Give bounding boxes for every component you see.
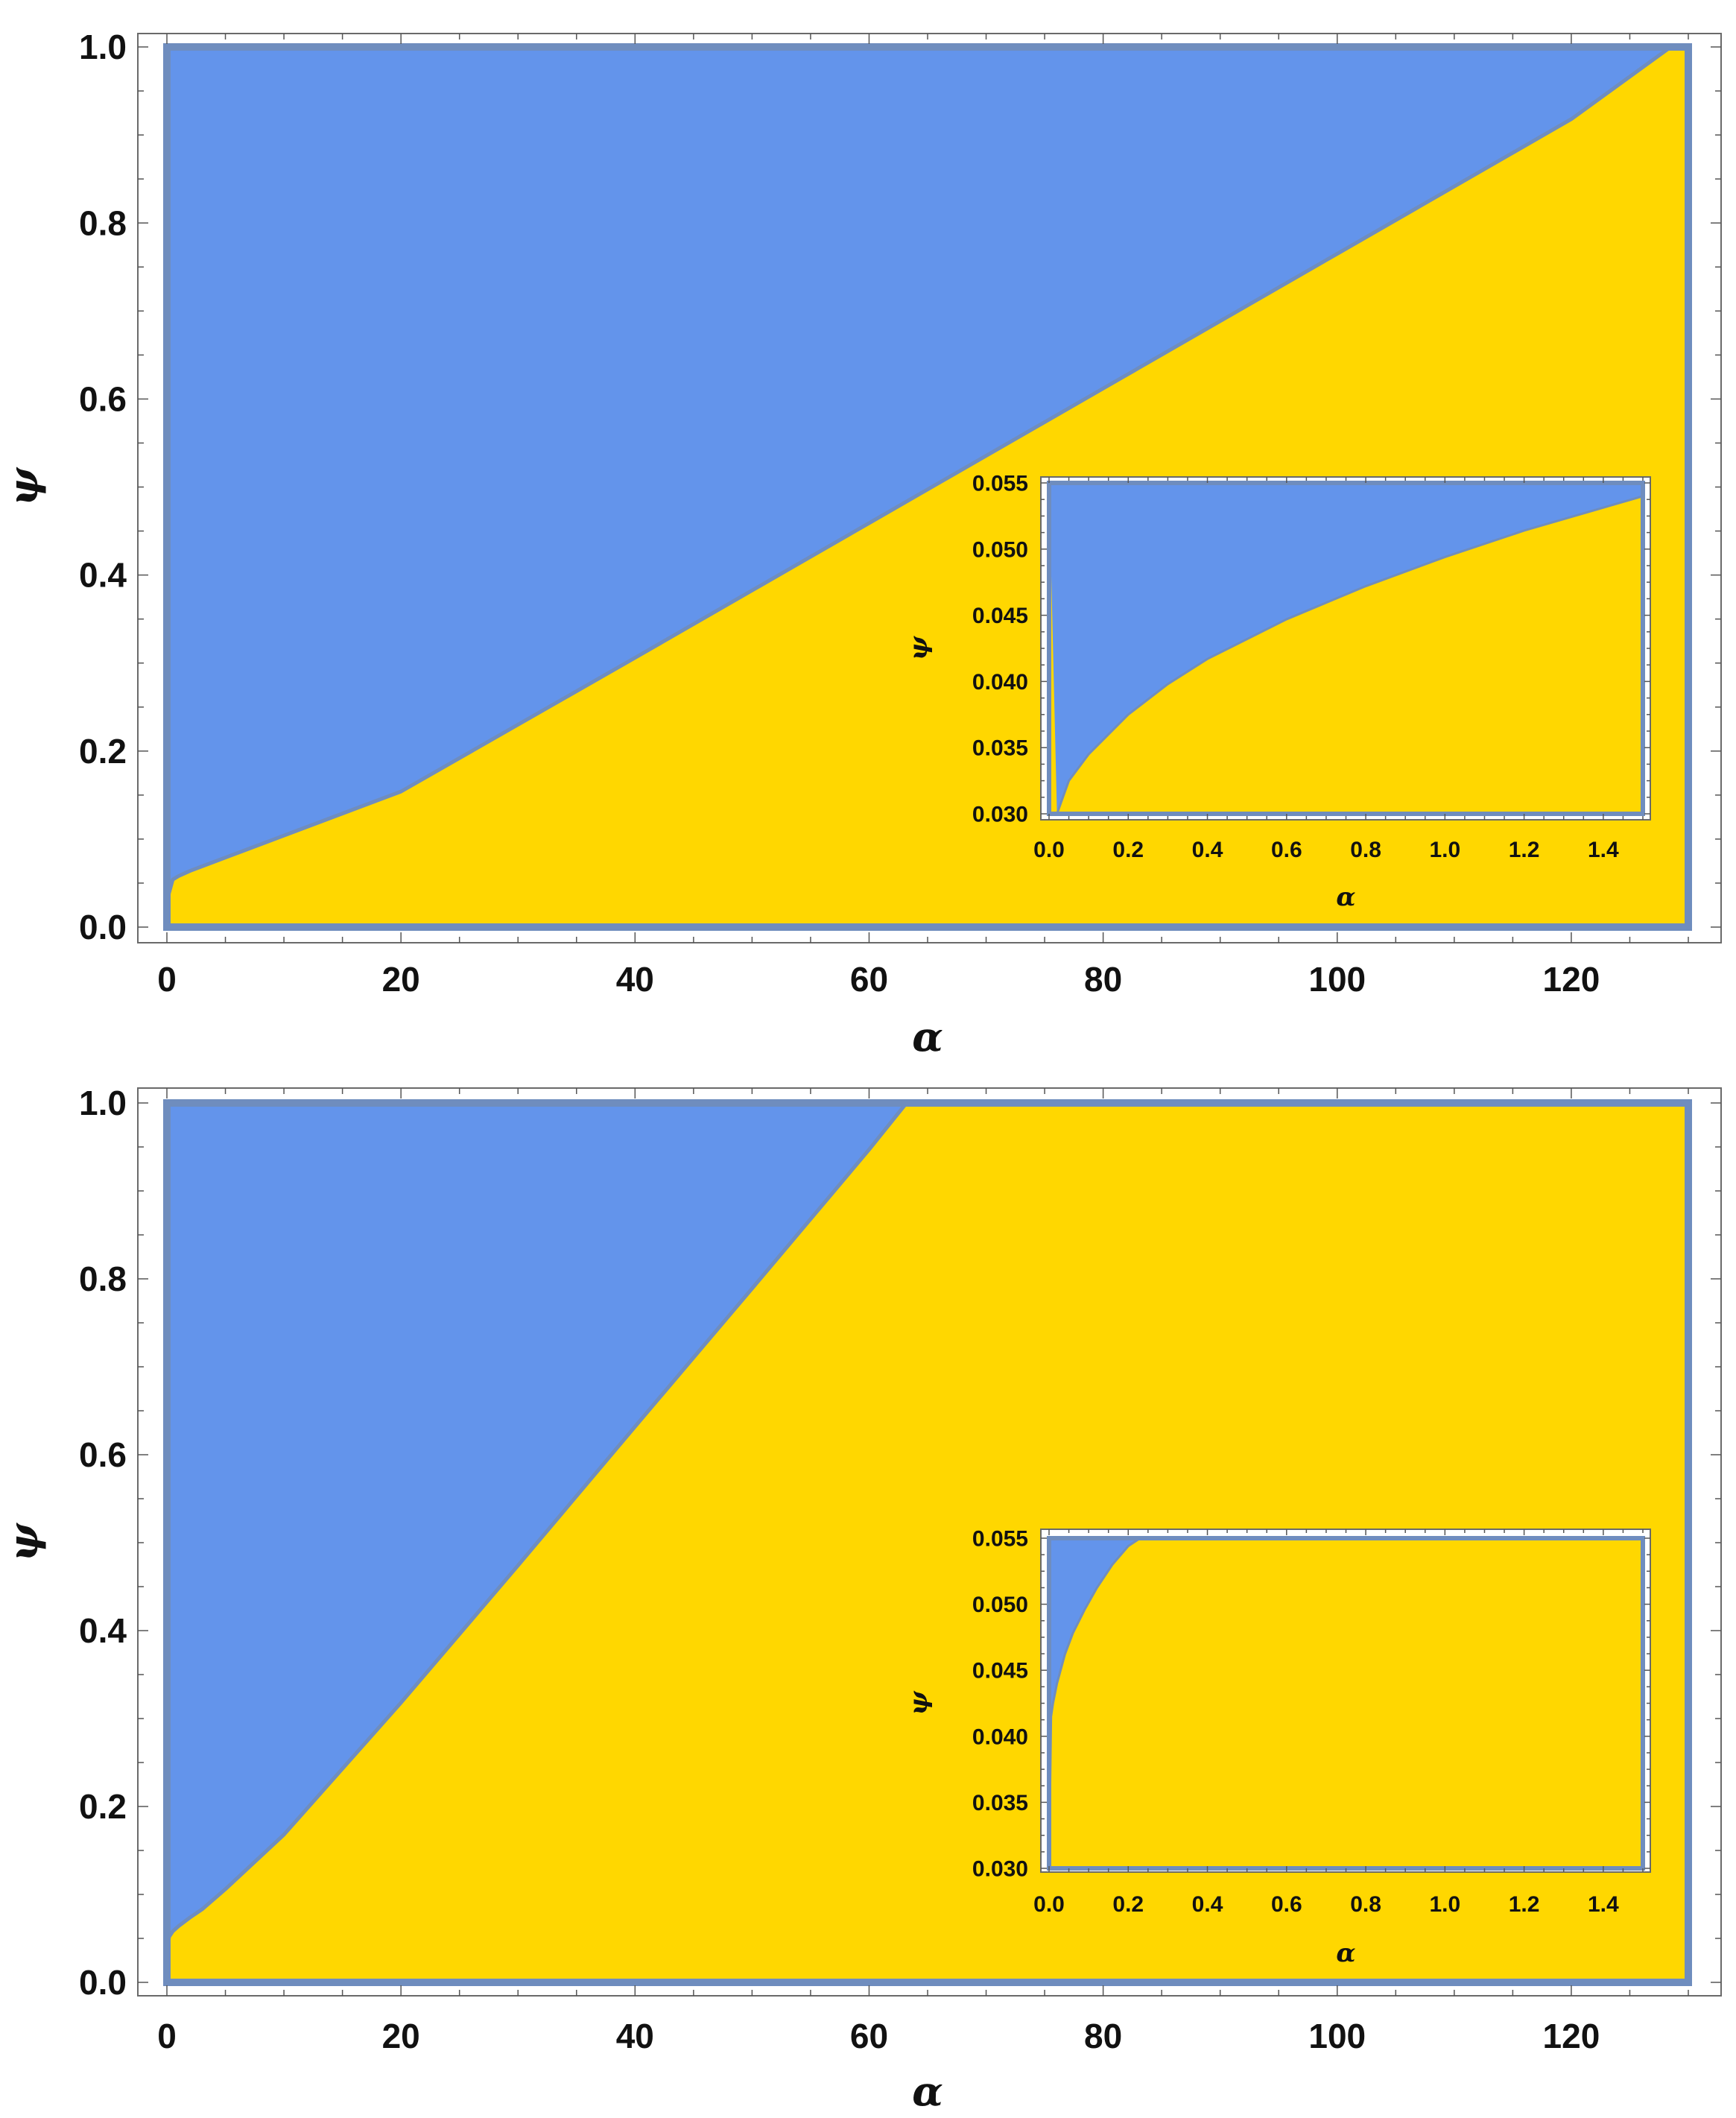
y-tick-label: 0.040 [972, 1725, 1028, 1749]
boundary-curve [165, 1101, 908, 1948]
x-tick-label: 0.4 [1192, 838, 1223, 862]
y-tick-label: 0.045 [972, 1659, 1028, 1684]
x-tick-label: 60 [850, 2017, 888, 2055]
x-tick-label: 0.8 [1350, 838, 1381, 862]
y-tick-label: 0.030 [972, 1857, 1028, 1882]
region-border [1047, 481, 1645, 816]
region-above-boundary [1049, 1538, 1141, 1868]
x-tick-label: 120 [1543, 960, 1600, 999]
x-tick-label: 20 [382, 2017, 420, 2055]
x-tick-label: 0.4 [1192, 1892, 1223, 1917]
x-tick-label: 0 [157, 2017, 177, 2055]
top-inset-chart: 0.0 0.2 0.4 0.6 0.8 1.0 1.2 1.4 0.030 0.035 0.040 0… [904, 472, 1651, 912]
x-tick-label: 1.4 [1588, 1892, 1619, 1917]
y-axis-label: ψ [904, 636, 934, 660]
region-above-boundary [167, 47, 1671, 901]
y-tick-label: 0.8 [79, 1259, 127, 1298]
x-tick-label: 0.2 [1112, 838, 1144, 862]
bottom-inset-chart: 0.0 0.2 0.4 0.6 0.8 1.0 1.2 1.4 0.030 0.035 0.040 0… [904, 1527, 1651, 1968]
y-tick-label: 0.8 [79, 203, 127, 242]
y-axis-label: ψ [0, 467, 47, 506]
x-tick-label: 100 [1308, 960, 1366, 999]
x-tick-label: 60 [850, 960, 888, 999]
y-tick-label: 0.035 [972, 1791, 1028, 1815]
x-tick-label: 40 [616, 960, 654, 999]
y-axis-label: ψ [904, 1691, 934, 1716]
y-tick-label: 0.2 [79, 1787, 127, 1826]
x-tick-label: 0.6 [1271, 1892, 1302, 1917]
x-tick-label: 120 [1543, 2017, 1600, 2055]
y-tick-label: 1.0 [79, 1084, 127, 1122]
x-tick-label: 1.4 [1588, 838, 1619, 862]
y-tick-label: 0.6 [79, 1435, 127, 1474]
x-tick-label: 0 [157, 960, 177, 999]
y-tick-label: 0.040 [972, 670, 1028, 695]
y-tick-label: 0.050 [972, 1593, 1028, 1617]
y-tick-label: 0.0 [79, 908, 127, 946]
x-tick-label: 1.0 [1429, 1892, 1460, 1917]
x-tick-label: 100 [1308, 2017, 1366, 2055]
x-tick-label: 80 [1084, 960, 1122, 999]
boundary-curve [1056, 495, 1644, 815]
x-axis-label: α [1336, 882, 1355, 912]
y-tick-label: 0.055 [972, 472, 1028, 496]
x-tick-label: 1.2 [1509, 838, 1540, 862]
y-tick-label: 0.050 [972, 537, 1028, 562]
region-border [163, 43, 1692, 931]
y-tick-label: 0.4 [79, 1611, 127, 1650]
y-tick-label: 0.045 [972, 604, 1028, 628]
y-tick-label: 0.2 [79, 732, 127, 771]
x-tick-label: 0.2 [1112, 1892, 1144, 1917]
y-axis-label: ψ [0, 1522, 47, 1561]
y-tick-label: 0.6 [79, 380, 127, 419]
x-tick-label: 1.0 [1429, 838, 1460, 862]
x-axis-label: α [912, 2067, 943, 2115]
region-above-boundary [167, 1103, 907, 1947]
y-tick-label: 0.4 [79, 556, 127, 595]
y-tick-label: 1.0 [79, 28, 127, 66]
x-tick-label: 1.2 [1509, 1892, 1540, 1917]
y-tick-label: 0.055 [972, 1527, 1028, 1552]
boundary-curve [1048, 1537, 1141, 1869]
x-tick-label: 0.0 [1033, 838, 1065, 862]
x-axis-label: α [912, 1013, 943, 1060]
x-tick-label: 80 [1084, 2017, 1122, 2055]
y-tick-label: 0.030 [972, 803, 1028, 827]
region-above-boundary [1049, 483, 1643, 814]
x-tick-label: 0.8 [1350, 1892, 1381, 1917]
boundary-curve [165, 45, 1672, 902]
x-tick-label: 0.6 [1271, 838, 1302, 862]
region-border [163, 1099, 1692, 1986]
y-tick-label: 0.035 [972, 736, 1028, 761]
x-tick-label: 40 [616, 2017, 654, 2055]
x-tick-label: 0.0 [1033, 1892, 1065, 1917]
y-tick-label: 0.0 [79, 1963, 127, 2002]
x-axis-label: α [1336, 1938, 1355, 1968]
region-below-boundary [1049, 1538, 1643, 1868]
x-tick-label: 20 [382, 960, 420, 999]
